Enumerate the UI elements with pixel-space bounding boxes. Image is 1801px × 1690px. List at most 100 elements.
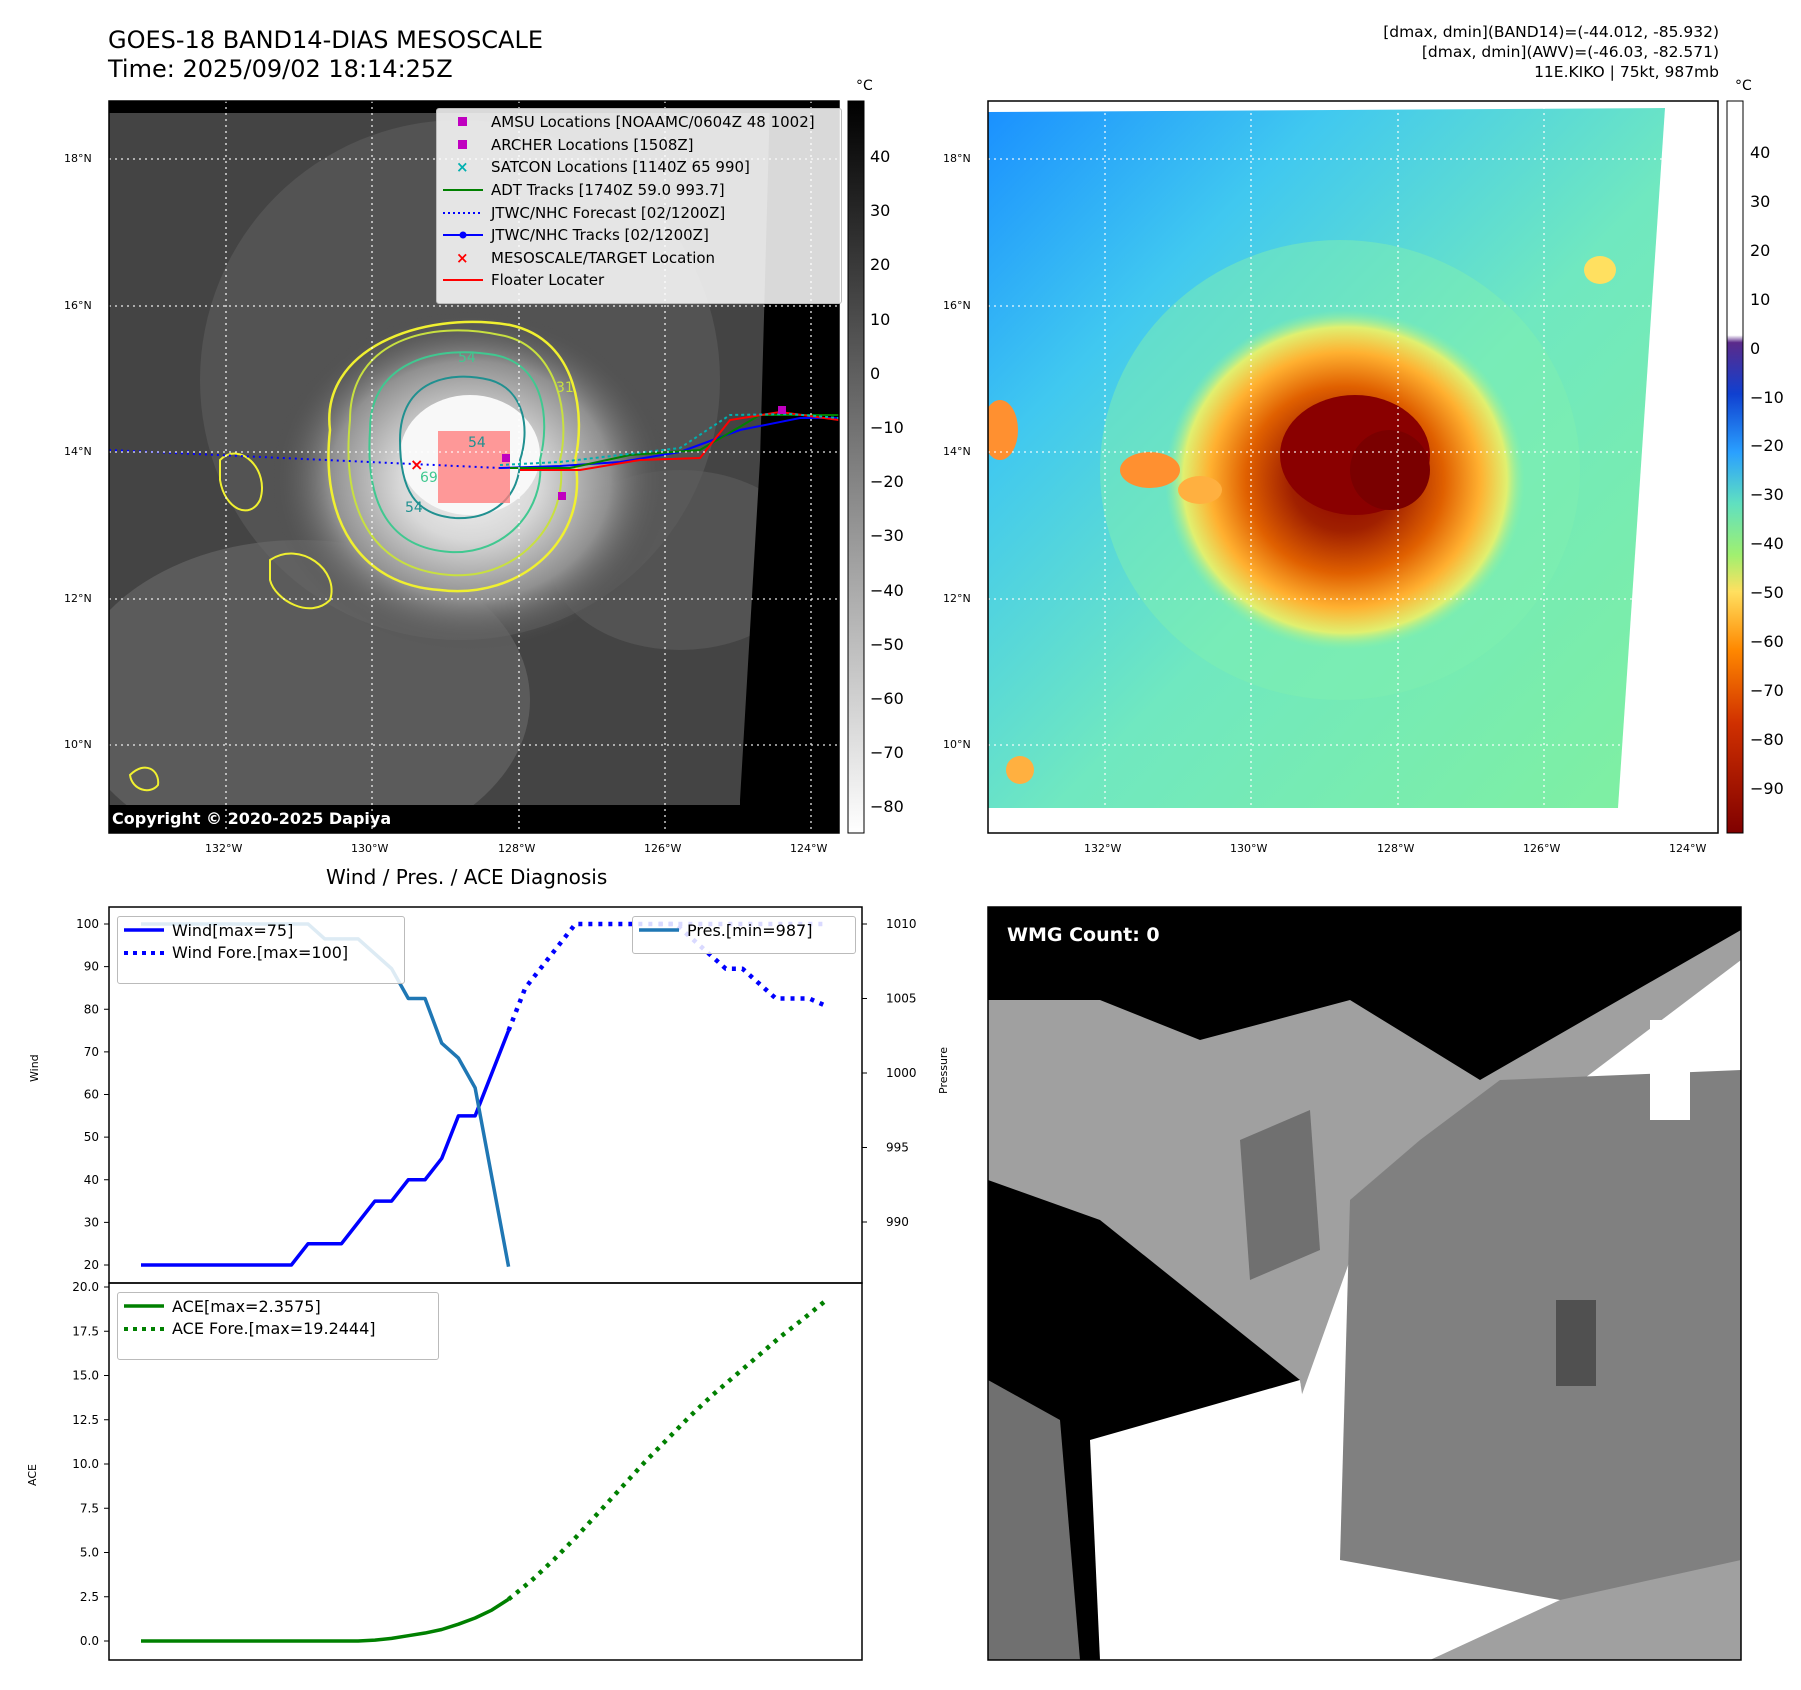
map-legend-item: JTWC/NHC Tracks [02/1200Z] (441, 224, 837, 247)
lon-label-124-right: 124°W (1669, 842, 1707, 855)
lat-label-10-right: 10°N (943, 738, 971, 751)
lon-label-124-left: 124°W (790, 842, 828, 855)
wind-tick-label: 80 (84, 1002, 99, 1016)
diagnosis-chart-title: Wind / Pres. / ACE Diagnosis (326, 865, 608, 889)
gray-colorbar-tick: 40 (870, 147, 891, 166)
color-colorbar-tick: −90 (1750, 778, 1784, 798)
legend-line-icon (639, 928, 679, 933)
ace-tick-label: 5.0 (80, 1546, 99, 1560)
x-marker-icon: × (456, 249, 469, 267)
wind-tick-label: 50 (84, 1130, 99, 1144)
lon-label-130-right: 130°W (1230, 842, 1268, 855)
legend-line-icon (124, 928, 164, 933)
stats-line-3: 11E.KIKO | 75kt, 987mb (1534, 63, 1719, 81)
map-legend-label: Floater Locater (491, 271, 605, 290)
gray-colorbar-tick: −40 (870, 580, 904, 600)
gray-colorbar-tick: −20 (870, 472, 904, 492)
gray-colorbar-tick: −80 (870, 797, 904, 817)
wmg-panel (987, 906, 1742, 1661)
color-colorbar-tick: 30 (1750, 191, 1771, 211)
pressure-axis-label: Pressure (937, 1047, 950, 1094)
pressure-tick-label: 1000 (886, 1066, 917, 1080)
map-legend-item: AMSU Locations [NOAAMC/0604Z 48 1002] (441, 111, 837, 134)
ace-tick-label: 7.5 (80, 1501, 99, 1515)
ace-axis-label: ACE (26, 1464, 39, 1486)
wind-tick-label: 60 (84, 1088, 99, 1102)
color-colorbar-tick: 0 (1750, 338, 1761, 358)
map-legend-label: JTWC/NHC Forecast [02/1200Z] (491, 203, 726, 222)
wind-legend: Wind[max=75] Wind Fore.[max=100] (117, 916, 405, 984)
pressure-legend: Pres.[min=987] (632, 916, 856, 954)
contour-label: 54 (468, 435, 486, 451)
svg-text:×: × (456, 249, 469, 267)
lon-label-128-left: 128°W (498, 842, 536, 855)
color-colorbar-tick: −80 (1750, 729, 1784, 749)
color-colorbar-tick: 20 (1750, 240, 1771, 260)
ace-tick-label: 12.5 (72, 1413, 99, 1427)
legend-wind-fore: Wind Fore.[max=100] (172, 943, 349, 963)
line-marker-icon (443, 189, 483, 192)
map-legend-item: × MESOSCALE/TARGET Location (441, 247, 837, 270)
ace-tick-label: 0.0 (80, 1634, 99, 1648)
stats-line-2: [dmax, dmin](AWV)=(-46.03, -82.571) (1421, 43, 1719, 61)
map-legend-label: ARCHER Locations [1508Z] (491, 135, 694, 154)
square-marker-icon (458, 139, 467, 149)
lon-label-126-right: 126°W (1523, 842, 1561, 855)
line-marker-icon (443, 231, 483, 239)
line-marker-icon (443, 211, 483, 214)
stats-block: [dmax, dmin](BAND14)=(-44.012, -85.932) … (1383, 22, 1719, 82)
legend-dotted-icon (124, 950, 164, 955)
lon-label-132-right: 132°W (1084, 842, 1122, 855)
lon-label-132-left: 132°W (205, 842, 243, 855)
wind-tick-label: 100 (76, 917, 99, 931)
lat-label-16-left: 16°N (64, 299, 92, 312)
copyright-text: Copyright © 2020-2025 Dapiya (112, 809, 392, 828)
wind-series-line (141, 1029, 511, 1267)
color-colorbar-tick: 10 (1750, 289, 1771, 309)
map-legend-item: JTWC/NHC Forecast [02/1200Z] (441, 201, 837, 224)
legend-pressure: Pres.[min=987] (687, 920, 813, 940)
wind-tick-label: 90 (84, 960, 99, 974)
wind-axis-label: Wind (28, 1054, 41, 1082)
gray-colorbar-tick: −10 (870, 418, 904, 437)
stats-line-1: [dmax, dmin](BAND14)=(-44.012, -85.932) (1383, 23, 1719, 41)
ace-tick-label: 2.5 (80, 1590, 99, 1604)
lat-label-10-left: 10°N (64, 738, 92, 751)
map-legend: AMSU Locations [NOAAMC/0604Z 48 1002] ARC… (436, 108, 842, 304)
color-colorbar-tick: −30 (1750, 485, 1784, 505)
svg-text:×: × (456, 158, 469, 176)
lon-label-126-left: 126°W (644, 842, 682, 855)
svg-text:×: × (410, 455, 423, 474)
legend-ace: ACE[max=2.3575] (172, 1296, 321, 1316)
map-legend-label: ADT Tracks [1740Z 59.0 993.7] (491, 181, 725, 200)
lat-label-18-left: 18°N (64, 152, 92, 165)
gray-colorbar-tick: 10 (870, 309, 891, 329)
color-colorbar-tick: 40 (1750, 143, 1771, 162)
pressure-tick-label: 990 (886, 1215, 909, 1229)
wind-tick-label: 40 (84, 1173, 99, 1187)
map-legend-label: JTWC/NHC Tracks [02/1200Z] (491, 226, 709, 245)
ace-tick-label: 17.5 (72, 1324, 99, 1338)
pressure-tick-label: 1010 (886, 917, 917, 931)
wmg-count-label: WMG Count: 0 (1007, 924, 1160, 946)
gray-colorbar-tick: −70 (870, 743, 904, 763)
color-colorbar (1726, 100, 1744, 834)
wind-tick-label: 20 (84, 1258, 99, 1272)
gray-colorbar-tick: −30 (870, 526, 904, 546)
legend-ace-fore: ACE Fore.[max=19.2444] (172, 1319, 376, 1339)
ace-series-line (141, 1597, 510, 1643)
color-colorbar-tick: −20 (1750, 436, 1784, 456)
pressure-tick-label: 995 (886, 1141, 909, 1155)
gray-colorbar-tick: −50 (870, 634, 904, 654)
legend-line-icon (124, 1304, 164, 1309)
pressure-tick-label: 1005 (886, 992, 917, 1006)
legend-wind: Wind[max=75] (172, 920, 294, 940)
color-colorbar-tick: −60 (1750, 632, 1784, 651)
map-legend-item: ARCHER Locations [1508Z] (441, 134, 837, 157)
contour-label: 31 (556, 380, 574, 396)
title-line-2: Time: 2025/09/02 18:14:25Z (108, 55, 453, 83)
gray-colorbar-tick: −60 (870, 689, 904, 708)
map-legend-item: Floater Locater (441, 269, 837, 292)
